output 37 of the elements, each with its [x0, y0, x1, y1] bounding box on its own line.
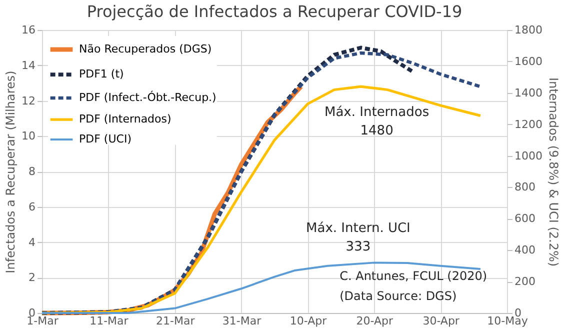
legend-label: PDF (Internados): [79, 112, 172, 126]
chart-title: Projecção de Infectados a Recuperar COVID-19: [86, 2, 462, 21]
legend-label: PDF1 (t): [79, 68, 124, 80]
x-tick-label: 10-Apr: [290, 314, 328, 328]
legend-label: PDF (Infect.-Óbt.-Recup.): [79, 90, 216, 104]
annotation: Máx. Internados: [324, 105, 430, 120]
y2-tick-label: 1200: [514, 118, 542, 131]
x-tick-label: 30-Apr: [422, 314, 460, 328]
y2-tick-label: 800: [514, 180, 536, 194]
annotation: C. Antunes, FCUL (2020): [340, 269, 488, 284]
y-tick-label: 12: [22, 94, 36, 108]
y-tick-label: 8: [28, 165, 36, 178]
y2-tick-label: 1800: [514, 24, 542, 36]
annotation: 1480: [360, 123, 394, 138]
x-tick-label: 20-Apr: [356, 314, 394, 328]
y-tick-label: 14: [22, 58, 36, 72]
y-tick-label: 10: [22, 130, 36, 143]
annotation: (Data Source: DGS): [340, 289, 457, 304]
y2-tick-label: 400: [514, 244, 536, 257]
y-tick-label: 4: [28, 236, 36, 249]
legend-label: Não Recuperados (DGS): [79, 42, 212, 56]
y2-tick-label: 1000: [514, 149, 542, 162]
y-tick-label: 6: [28, 200, 36, 214]
y2-tick-label: 1600: [514, 54, 542, 68]
annotation: Máx. Intern. UCI: [306, 221, 410, 236]
x-tick-label: 31-Mar: [222, 314, 262, 328]
y-tick-label: 16: [22, 24, 36, 36]
y2-tick-label: 1400: [514, 86, 542, 100]
y2-axis-title: Internados (9.8%) & UCI (2.2%): [546, 77, 560, 267]
y2-tick-label: 200: [514, 275, 536, 288]
y-tick-label: 2: [28, 271, 36, 284]
legend-label: PDF (UCI): [79, 132, 132, 146]
x-tick-label: 11-Mar: [90, 314, 129, 328]
x-tick-label: 21-Mar: [156, 314, 196, 328]
annotation: 333: [346, 239, 371, 254]
y-axis-title: Infectados a Recuperar (Milhares): [4, 70, 18, 274]
y2-tick-label: 600: [514, 212, 536, 226]
